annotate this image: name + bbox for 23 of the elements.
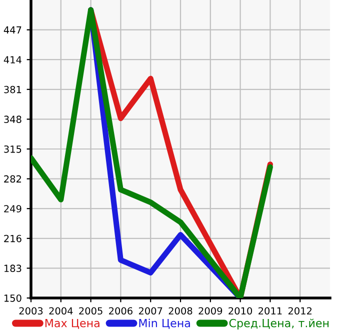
x-tick-label: 2004	[49, 307, 73, 315]
y-tick-label: 447	[4, 26, 22, 34]
x-tick-label: 2010	[228, 307, 252, 315]
y-tick-label: 381	[4, 86, 22, 94]
y-tick-label: 348	[4, 116, 22, 124]
y-tick-label: 315	[4, 145, 22, 153]
legend-label: Max Цена	[45, 319, 100, 329]
x-tick-label: 2005	[79, 307, 102, 315]
x-tick-label: 2012	[288, 307, 312, 315]
y-tick-label: 150	[4, 294, 22, 302]
x-tick-label: 2007	[138, 307, 162, 315]
x-tick-label: 2006	[109, 307, 132, 315]
x-tick-label: 2003	[19, 307, 43, 315]
y-tick-label: 183	[4, 264, 22, 272]
x-tick-label: 2008	[168, 307, 192, 315]
y-tick-label: 249	[4, 205, 22, 212]
x-tick-label: 2011	[258, 307, 282, 315]
y-tick-label: 216	[4, 234, 22, 242]
y-tick-label: 282	[4, 175, 21, 183]
x-tick-label: 2009	[198, 307, 222, 315]
y-tick-label: 414	[4, 56, 22, 64]
legend-label: Сред.Цена, т.йен	[229, 318, 329, 330]
legend-label: Min Цена	[139, 318, 190, 329]
